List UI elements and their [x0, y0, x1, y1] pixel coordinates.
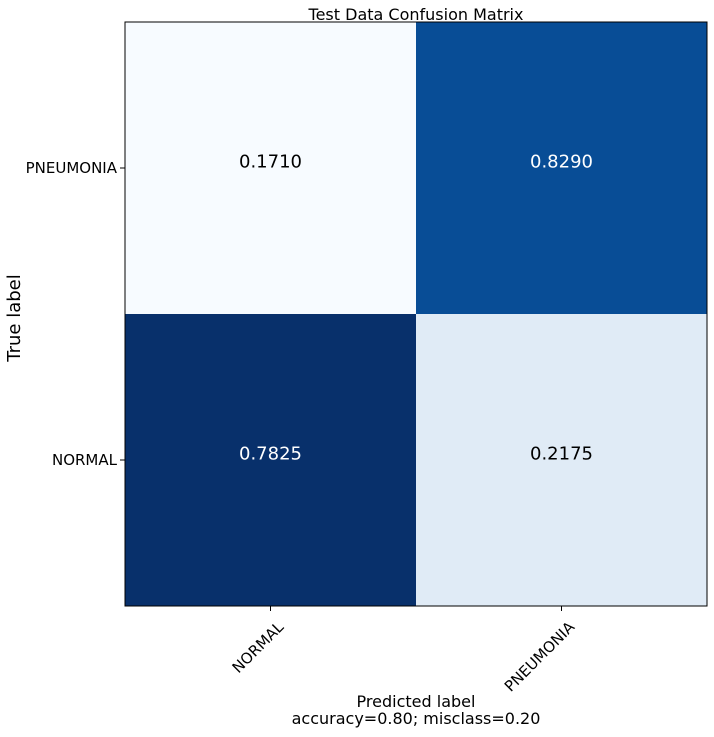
- y-tick-label: NORMAL: [52, 451, 118, 469]
- chart-title: Test Data Confusion Matrix: [308, 5, 524, 24]
- cell-value-label-r1-c0: 0.7825: [239, 444, 302, 465]
- y-axis-label: True label: [4, 274, 25, 363]
- heatmap-cell-r1-c1: [416, 314, 707, 606]
- x-tick-label: PNEUMONIA: [501, 618, 579, 696]
- cell-value-label-r0-c0: 0.1710: [239, 152, 302, 173]
- heatmap-cell-r0-c1: [416, 22, 707, 314]
- plot-frame: [124, 21, 708, 607]
- cell-value-label-r0-c1: 0.8290: [530, 152, 593, 173]
- heatmap-cell-r0-c0: [125, 22, 416, 314]
- y-tick-label: PNEUMONIA: [26, 159, 118, 177]
- cell-value-label-r1-c1: 0.2175: [530, 444, 593, 465]
- heatmap-cell-r1-c0: [125, 314, 416, 606]
- x-axis-label: Predicted label: [357, 692, 476, 711]
- x-axis-sublabel: accuracy=0.80; misclass=0.20: [292, 709, 541, 728]
- x-tick-label: NORMAL: [229, 618, 288, 677]
- heatmap-cells: 0.1710 0.8290 0.7825 0.2175: [125, 22, 707, 606]
